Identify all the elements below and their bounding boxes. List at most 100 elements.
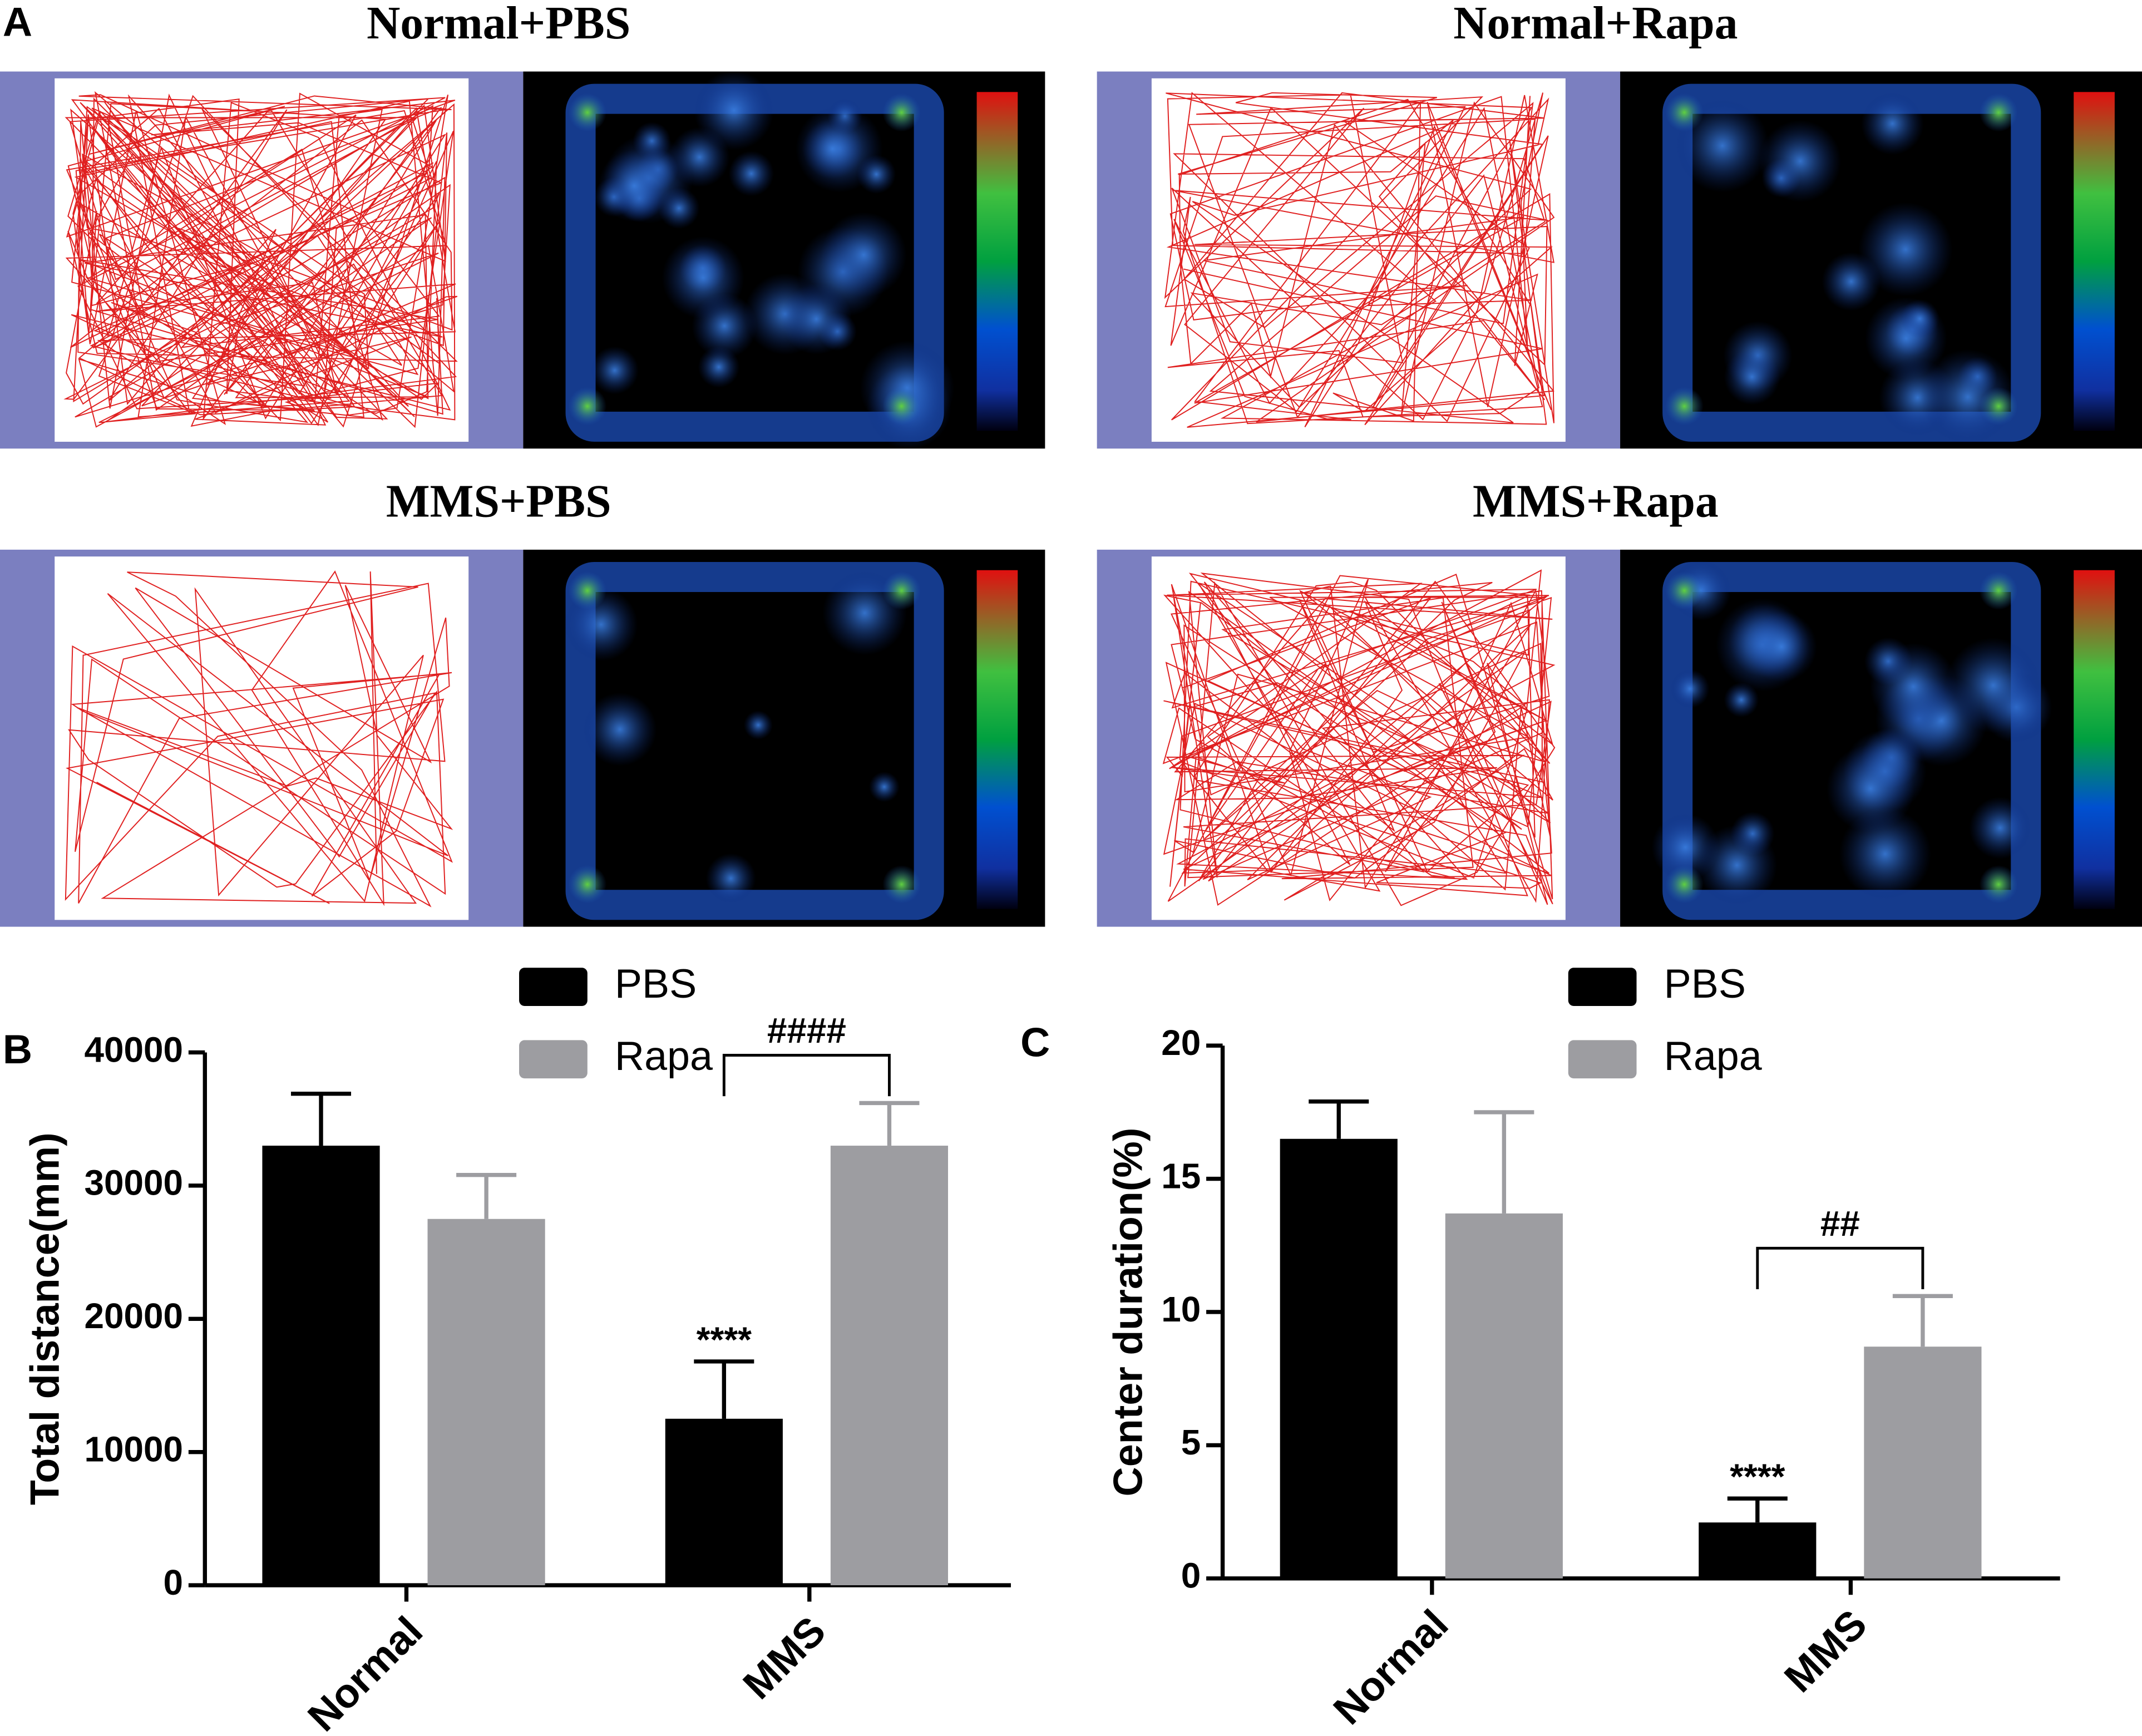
legend-label: Rapa <box>1664 1033 1762 1079</box>
y-tick-label: 0 <box>164 1562 184 1602</box>
panel-title: Normal+Rapa <box>1453 0 1738 49</box>
bar <box>1445 1213 1563 1579</box>
y-tick-label: 10 <box>1161 1289 1201 1329</box>
heat-spot <box>1900 299 1939 338</box>
heat-spot <box>1861 92 1924 155</box>
heatmap-bg <box>523 71 1045 449</box>
arena <box>55 556 469 920</box>
legend-swatch <box>519 968 588 1006</box>
heat-hot <box>882 387 921 426</box>
heat-hot <box>568 387 607 426</box>
heat-spot <box>1858 202 1953 297</box>
annotation: **** <box>1730 1457 1785 1497</box>
y-tick-label: 15 <box>1161 1156 1201 1196</box>
heat-spot <box>662 236 744 319</box>
heat-hot <box>568 571 607 610</box>
heat-spot <box>583 692 657 766</box>
heat-spot <box>802 119 863 179</box>
heat-spot <box>781 283 852 355</box>
y-tick-label: 0 <box>1181 1556 1201 1596</box>
colorbar <box>976 570 1018 909</box>
panel-label: C <box>1020 1019 1050 1066</box>
x-tick-label: MMS <box>1775 1601 1876 1701</box>
bar <box>1699 1522 1817 1579</box>
panel-label: A <box>3 0 32 45</box>
y-tick-label: 40000 <box>85 1029 184 1069</box>
heat-spot <box>1869 643 1957 731</box>
annotation: #### <box>767 1010 846 1051</box>
heat-spot <box>857 155 896 194</box>
heat-spot <box>821 212 907 298</box>
heat-spot <box>1827 744 1915 833</box>
heat-hot <box>1979 865 2018 904</box>
panel-title: Normal+PBS <box>367 0 630 49</box>
heat-spot <box>1670 669 1710 708</box>
heat-spot <box>598 150 670 222</box>
track <box>65 570 453 908</box>
track <box>1164 92 1555 428</box>
bar <box>830 1146 949 1586</box>
y-tick-label: 20000 <box>85 1296 184 1336</box>
heat-hot <box>1979 571 2018 610</box>
colorbar <box>976 92 1018 431</box>
legend-swatch <box>1568 1040 1637 1079</box>
error-bar <box>1309 1099 1369 1139</box>
heat-hot <box>1979 93 2018 132</box>
heat-spot <box>1696 825 1778 906</box>
bar <box>665 1418 783 1586</box>
error-bar <box>290 1092 352 1146</box>
bar <box>1864 1347 1982 1579</box>
x-tick-label: MMS <box>734 1607 834 1708</box>
colorbar <box>2074 570 2115 909</box>
bar <box>262 1146 380 1586</box>
heat-spot <box>743 711 773 740</box>
heat-spot <box>1724 348 1780 405</box>
heat-hot <box>568 93 607 132</box>
y-tick-label: 30000 <box>85 1163 184 1203</box>
heat-spot <box>694 70 774 151</box>
error-bar <box>1474 1110 1534 1214</box>
heatmap-frame <box>1662 83 2041 442</box>
legend-swatch <box>1568 968 1637 1006</box>
heat-hot <box>1665 865 1704 904</box>
heat-hot <box>1979 387 2018 426</box>
track <box>63 91 458 428</box>
error-bar <box>1892 1294 1953 1347</box>
legend-label: PBS <box>1664 960 1746 1007</box>
y-tick-label: 20 <box>1161 1023 1201 1063</box>
heat-hot <box>568 865 607 904</box>
error-bar <box>456 1173 517 1219</box>
y-axis-label: Center duration(%) <box>1104 1128 1151 1497</box>
heat-spot <box>1746 611 1817 682</box>
heat-spot <box>590 346 639 394</box>
error-bar <box>694 1359 754 1419</box>
heat-hot <box>1665 93 1704 132</box>
heat-spot <box>869 771 900 802</box>
error-bar <box>859 1101 920 1146</box>
bar <box>1280 1138 1398 1579</box>
track <box>1162 569 1556 906</box>
heat-hot <box>882 93 921 132</box>
heat-spot <box>728 151 774 196</box>
panel-title: MMS+PBS <box>386 476 611 527</box>
heat-hot <box>1665 571 1704 610</box>
y-tick-label: 10000 <box>85 1429 184 1469</box>
panel-label: B <box>3 1026 32 1072</box>
error-bar <box>1727 1496 1788 1523</box>
annotation: ## <box>1820 1204 1860 1244</box>
x-tick-label: Normal <box>299 1607 431 1736</box>
heat-hot <box>882 865 921 904</box>
heat-hot <box>1665 387 1704 426</box>
heat-spot <box>1969 797 2031 859</box>
bracket <box>722 1054 891 1097</box>
bar <box>427 1219 545 1586</box>
annotation: **** <box>697 1319 752 1359</box>
heat-spot <box>1945 637 2041 733</box>
y-axis-label: Total distance(mm) <box>21 1132 67 1505</box>
y-tick-label: 5 <box>1181 1422 1201 1462</box>
legend-label: PBS <box>615 960 697 1007</box>
heat-hot <box>882 571 921 610</box>
legend-label: Rapa <box>615 1033 713 1079</box>
panel-title: MMS+Rapa <box>1473 476 1719 527</box>
